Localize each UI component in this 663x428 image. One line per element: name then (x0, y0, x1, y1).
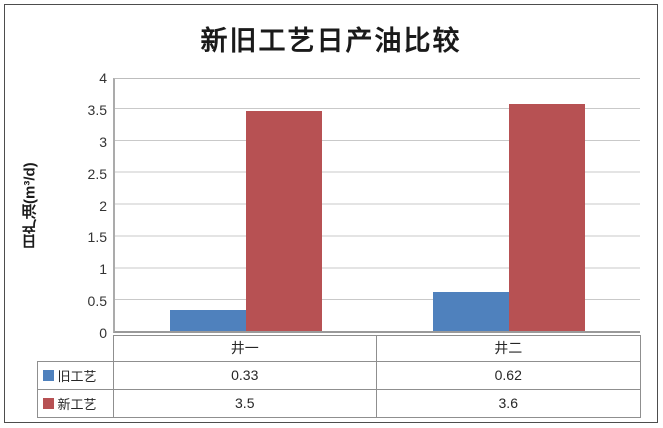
y-tick-label: 2 (99, 197, 107, 214)
category-header-well2: 井二 (376, 334, 641, 362)
category-group-well1 (115, 79, 378, 331)
y-axis-tick-labels: 4 3.5 3 2.5 2 1.5 1 0.5 0 (65, 69, 107, 342)
y-tick-label: 0.5 (87, 293, 107, 310)
category-group-well2 (378, 79, 641, 331)
data-table: 井一 井二 旧工艺 0.33 0.62 新工艺 3.5 3.6 (36, 334, 641, 418)
bar-new-process-well2 (508, 104, 585, 331)
chart-title: 新旧工艺日产油比较 (200, 26, 462, 56)
value-cell-old-well2: 0.62 (376, 360, 641, 390)
legend-label-new-process: 新工艺 (57, 396, 97, 412)
data-table-spacer-cell (37, 335, 114, 362)
y-tick-label: 4 (99, 70, 107, 86)
y-tick-label: 1.5 (87, 229, 107, 246)
legend-item-new-process: 新工艺 (36, 388, 114, 418)
value-cell-new-well2: 3.6 (376, 388, 641, 418)
bar-old-process-well1 (170, 310, 247, 331)
legend-swatch-new-process-icon (42, 397, 54, 409)
value-cell-old-well1: 0.33 (112, 360, 377, 390)
y-tick-label: 3.5 (87, 101, 107, 118)
y-tick-label: 3 (99, 133, 107, 150)
bar-new-process-well1 (246, 110, 323, 331)
category-header-well1: 井一 (112, 334, 377, 362)
y-axis-title: 日产油(m³/d) (21, 162, 39, 249)
legend-item-old-process: 旧工艺 (36, 360, 114, 390)
plot-area (113, 78, 640, 333)
legend-label-old-process: 旧工艺 (57, 368, 97, 384)
legend-swatch-old-process-icon (42, 369, 54, 381)
y-tick-label: 0 (99, 325, 107, 341)
y-tick-label: 2.5 (87, 165, 107, 182)
y-tick-label: 1 (99, 261, 107, 278)
chart-border-frame: 新旧工艺日产油比较 日产油(m³/d) 4 3.5 3 2.5 2 1.5 1 … (4, 4, 658, 423)
value-cell-new-well1: 3.5 (112, 388, 377, 418)
bar-old-process-well2 (432, 291, 509, 331)
